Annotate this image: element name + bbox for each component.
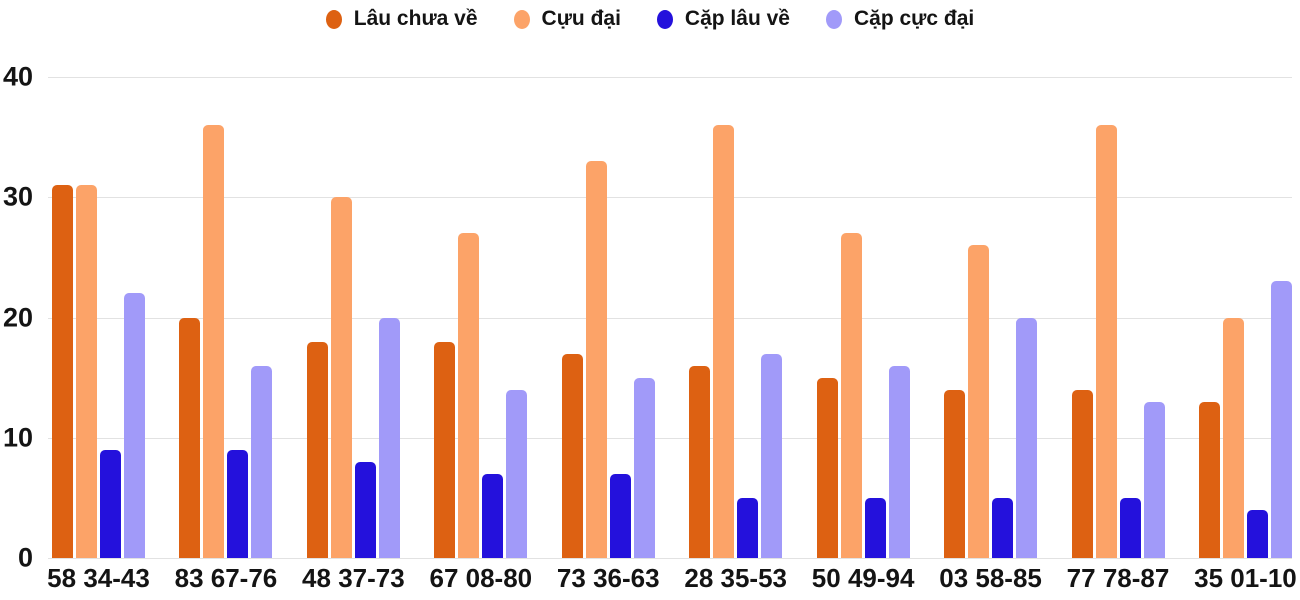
bar [52,185,73,558]
bar [76,185,97,558]
bar [585,161,607,558]
bar [968,245,990,558]
bar-group: 35 01-10 [1194,77,1297,591]
bar [1016,317,1038,558]
x-axis-label: 35 01-10 [1194,563,1297,593]
bar [1198,401,1220,558]
gridline [48,197,1292,199]
y-axis-label: 20 [2,302,33,332]
y-axis-label: 0 [17,542,33,573]
bar-group: 67 08-80 [429,77,532,591]
x-axis-label: 73 36-63 [556,563,660,593]
legend-dot-icon [825,9,842,29]
bar-groups: 58 34-43 83 67-76 48 37-73 67 08-80 73 36-63… [47,77,1297,591]
bar [992,497,1014,558]
bar [227,449,249,558]
gridline [48,77,1292,78]
bar [179,317,201,558]
bar [761,353,783,558]
bar [124,293,145,558]
bar-group: 50 49-94 [812,77,914,591]
x-axis-label: 48 37-73 [302,563,405,593]
bar [100,449,121,558]
x-axis-label: 67 08-80 [429,563,533,593]
bar [816,377,838,558]
legend-dot-icon [513,9,530,29]
y-axis-label: 10 [2,422,33,453]
bar [1095,125,1117,558]
bar-group: 77 78-87 [1067,77,1169,591]
bar-group: 48 37-73 [302,77,405,591]
bar [944,389,966,558]
bar-group: 73 36-63 [557,77,660,591]
bar [737,497,759,558]
legend-dot-icon [325,9,342,29]
legend-label: Cặp cực đại [853,7,975,30]
x-axis-label: 58 34-43 [47,563,150,593]
bar-group: 83 67-76 [175,77,277,591]
bar [434,341,456,558]
plot-area: 58 34-43 83 67-76 48 37-73 67 08-80 73 36-63… [3,63,1297,591]
x-axis-label: 83 67-76 [174,563,278,593]
bar [378,317,400,558]
bar [506,389,528,558]
y-axis-label: 30 [2,181,33,212]
bar [864,497,886,558]
bar [561,353,583,558]
bar [1222,317,1244,558]
x-axis-label: 50 49-94 [811,563,915,593]
bar [458,233,480,558]
bar [251,365,273,558]
bar [713,125,735,558]
legend-item: Lâu chưa về [325,7,478,31]
bar [306,341,328,558]
bar-group: 03 58-85 [939,77,1042,591]
legend-item: Cựu đại [513,7,621,31]
bar [609,473,631,558]
bar [840,233,862,558]
x-axis-label: 28 35-53 [684,563,788,593]
bar [330,197,352,558]
bar [1246,509,1268,558]
y-axis-label: 40 [2,61,33,92]
legend-dot-icon [656,9,673,29]
bar [1119,497,1141,558]
x-axis-label: 77 78-87 [1066,563,1170,593]
gridline [48,317,1292,319]
gridline [48,558,1292,559]
bar [203,125,225,558]
bar [633,377,655,558]
x-axis-label: 03 58-85 [939,563,1042,593]
bar [1071,389,1093,558]
legend-label: Lâu chưa về [353,7,478,30]
bar [888,365,910,558]
legend-label: Cựu đại [541,7,621,30]
legend-item: Cặp cực đại [825,7,975,31]
bar-group: 58 34-43 [47,77,150,591]
legend-item: Cặp lâu về [656,7,790,31]
legend-label: Cặp lâu về [684,7,790,30]
bar [1270,281,1292,558]
bar [354,461,376,558]
bar-group: 28 35-53 [684,77,787,591]
chart-legend: Lâu chưa về Cựu đại Cặp lâu về Cặp cực đại [0,7,1300,31]
bar [482,473,504,558]
bar [1143,401,1165,558]
bar [689,365,711,558]
gridline [48,437,1292,439]
